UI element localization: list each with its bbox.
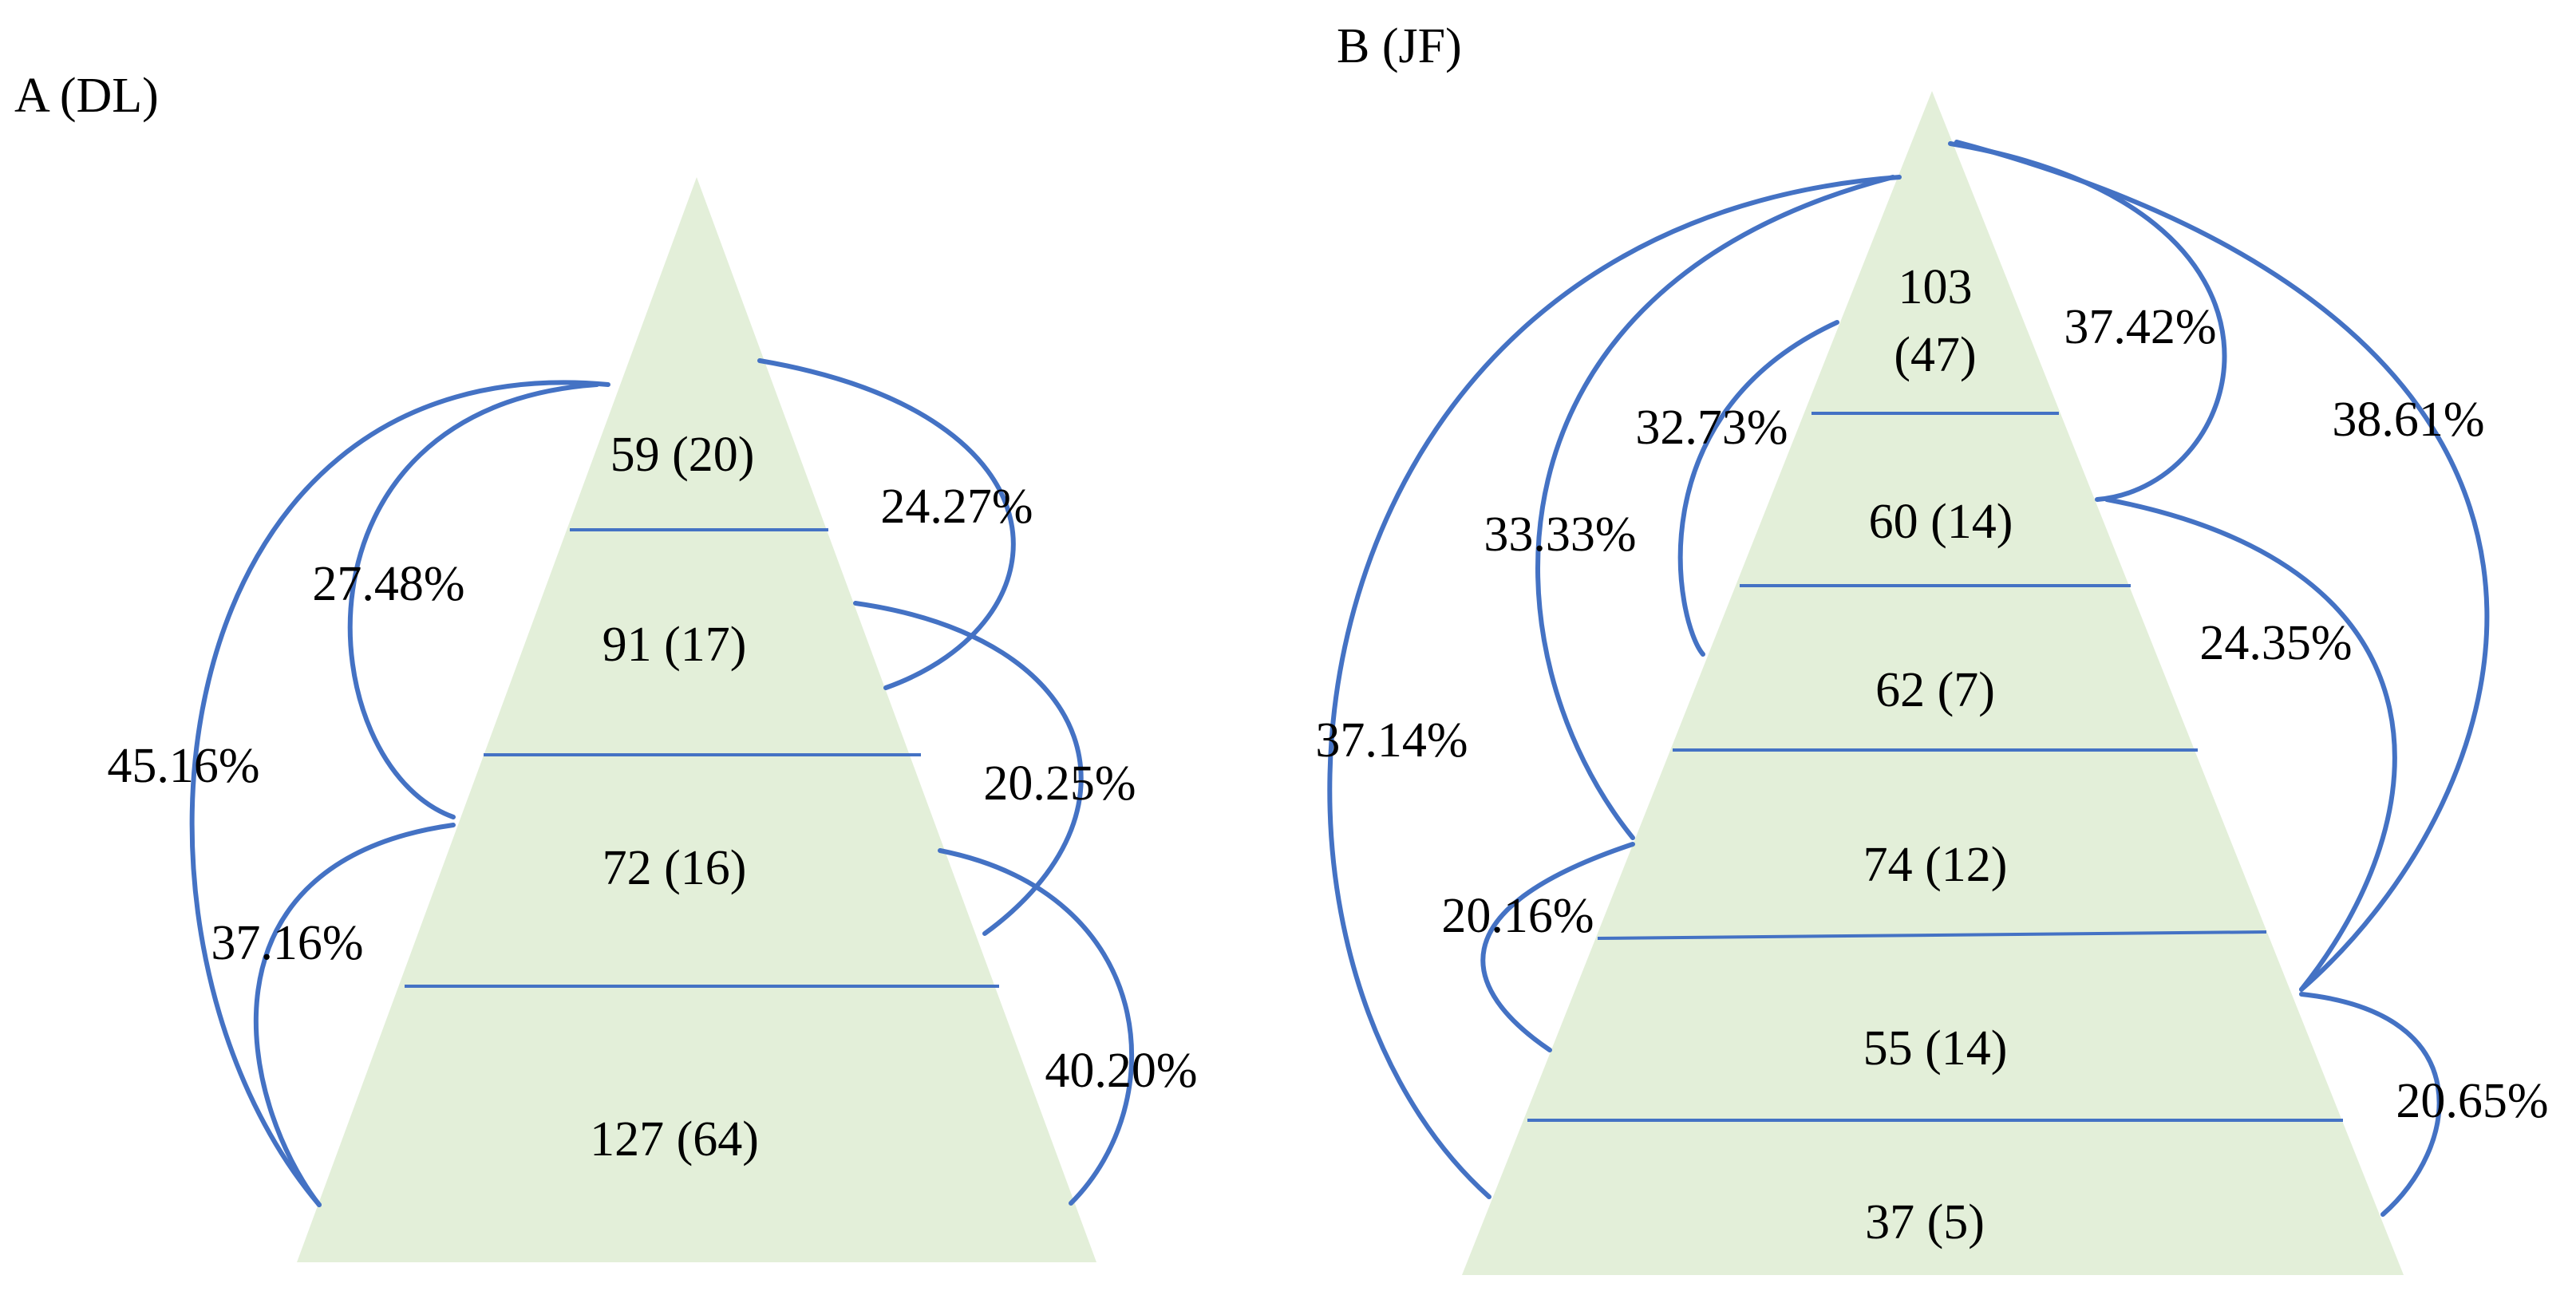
panel-b-link-arc <box>2299 992 2442 1217</box>
panel-a-link-label: 20.25% <box>983 756 1136 811</box>
panel-b-link-label: 38.61% <box>2332 393 2484 447</box>
panel-a-link-arc <box>253 823 456 1207</box>
panel-a-link-label: 37.16% <box>211 916 363 970</box>
panel-b-tier-label: 37 (5) <box>1865 1195 1985 1250</box>
panel-b-link-label: 20.65% <box>2396 1074 2548 1128</box>
panel-b-link-label: 24.35% <box>2199 616 2352 670</box>
panel-b-link-arc <box>1327 175 1902 1199</box>
panel-b-tier-label: 60 (14) <box>1869 495 2013 549</box>
panel-b-link-label: 33.33% <box>1484 507 1636 562</box>
panel-a-link-arc <box>938 848 1135 1206</box>
panel-a-link-label: 45.16% <box>107 739 259 793</box>
panel-a: A (DL) 59 (20) 91 (17) 72 (16) 127 (64) … <box>14 69 1198 1262</box>
panel-a-link-arc <box>347 382 599 819</box>
panel-b-tier-label: 62 (7) <box>1875 663 1995 717</box>
panel-b-link-label: 32.73% <box>1635 401 1788 455</box>
panel-b-tier-label: 74 (12) <box>1863 838 2008 892</box>
panel-b-link-label: 37.42% <box>2064 300 2216 354</box>
panel-b-link-arc <box>2104 497 2397 992</box>
panel-b-link-label: 20.16% <box>1441 889 1594 943</box>
panel-b-link-arc <box>1535 175 1895 840</box>
panel-b: B (JF) 103 (47) 60 (14) 62 (7) 74 (12) 5… <box>1315 19 2549 1275</box>
panel-b-tier-label: 103 <box>1898 260 1973 314</box>
panel-a-tier-label: 127 (64) <box>590 1112 759 1167</box>
panel-b-link-arc <box>1480 842 1635 1052</box>
panel-b-tier-label: 55 (14) <box>1863 1021 2008 1076</box>
panel-a-link-label: 40.20% <box>1045 1044 1197 1098</box>
panel-a-title: A (DL) <box>14 69 159 123</box>
panel-b-link-arc <box>1677 320 1839 657</box>
panel-a-link-label: 27.48% <box>312 557 464 611</box>
panel-b-tier-label: (47) <box>1894 328 1976 382</box>
panel-a-pyramid <box>297 177 1096 1262</box>
panel-a-tier-label: 91 (17) <box>603 618 747 672</box>
panel-a-link-arc <box>189 380 610 1207</box>
panel-b-pyramid <box>1462 91 2404 1275</box>
panel-b-link-arc <box>1954 140 2490 992</box>
panel-a-link-arc <box>757 358 1016 690</box>
panel-a-tier-label: 72 (16) <box>603 841 747 895</box>
panel-b-title: B (JF) <box>1337 19 1462 73</box>
panel-a-link-label: 24.27% <box>880 480 1033 534</box>
panel-b-tier-divider <box>1597 930 2267 940</box>
panel-a-tier-label: 59 (20) <box>610 428 755 482</box>
panel-a-link-arc <box>853 601 1084 936</box>
panel-b-link-label: 37.14% <box>1315 713 1468 768</box>
